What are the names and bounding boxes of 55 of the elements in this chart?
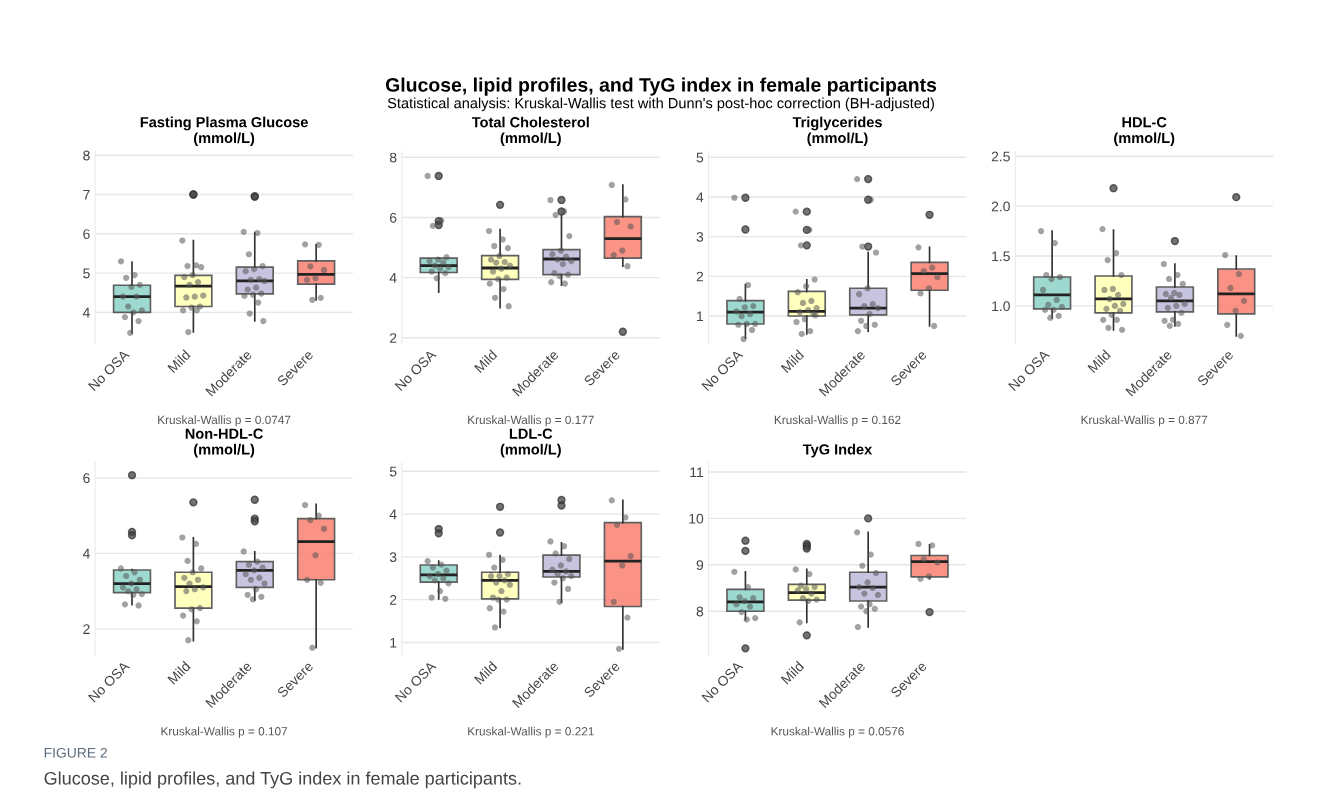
y-tick-label: 8 <box>83 150 90 161</box>
text: Glucose, lipid profiles, and TyG index in female participants <box>385 77 937 96</box>
y-tick-label: 10 <box>689 513 704 524</box>
y-tick-label: 2 <box>390 333 397 343</box>
x-tick-label: No OSA <box>701 660 744 703</box>
y-tick-label: 4 <box>696 192 704 202</box>
x-tick-label: No OSA <box>87 660 131 703</box>
chart-title: HDL-C (mmol/L) <box>1114 117 1175 146</box>
y-tick-label: 3 <box>389 552 397 563</box>
x-tick-label: No OSA <box>1008 348 1051 392</box>
y-tick-label: 9 <box>696 560 704 570</box>
text: Glucose, lipid profiles, and TyG index in female participants. <box>44 771 521 789</box>
text: Kruskal-Wallis p = 0.0747 <box>158 415 291 427</box>
y-tick-label: 4 <box>389 273 397 283</box>
y-tick-label: 7 <box>83 189 90 200</box>
y-tick-label: 4 <box>82 548 90 559</box>
y-tick-label: 11 <box>690 467 704 478</box>
y-tick-label: 2.5 <box>991 151 1010 162</box>
y-tick-label: 2.0 <box>991 201 1010 212</box>
y-tick-label: 4 <box>82 307 90 318</box>
x-tick-label: No OSA <box>394 348 437 392</box>
y-tick-label: 5 <box>389 466 397 477</box>
text: Kruskal-Wallis p = 0.877 <box>1081 415 1208 427</box>
chart-title: Fasting Plasma Glucose (mmol/L) <box>140 116 308 146</box>
chart-title: Total Cholesterol (mmol/L) <box>471 116 589 146</box>
y-tick-label: 8 <box>696 606 704 617</box>
x-tick-label: No OSA <box>394 660 437 703</box>
x-tick-label: No OSA <box>87 348 131 392</box>
y-tick-label: 2 <box>696 271 704 282</box>
y-tick-label: 6 <box>83 473 90 484</box>
y-tick-label: 1 <box>697 311 704 322</box>
text: Kruskal-Wallis p = 0.162 <box>774 415 901 427</box>
y-tick-label: 1.0 <box>992 301 1010 312</box>
chart-title: Non-HDL-C (mmol/L) <box>185 428 263 458</box>
y-tick-label: 3 <box>696 231 704 242</box>
y-tick-label: 5 <box>83 268 90 279</box>
y-tick-label: 1.5 <box>992 251 1010 262</box>
text: Kruskal-Wallis p = 0.0576 <box>771 726 904 738</box>
text: Kruskal-Wallis p = 0.221 <box>468 726 594 738</box>
y-tick-label: 5 <box>696 152 704 163</box>
text: Kruskal-Wallis p = 0.107 <box>161 726 288 738</box>
x-tick-label: No OSA <box>701 348 744 392</box>
caption: FIGURE 2 <box>44 747 107 758</box>
text: Kruskal-Wallis p = 0.177 <box>468 415 594 427</box>
chart-title: Triglycerides (mmol/L) <box>792 116 882 146</box>
y-tick-label: 6 <box>83 229 90 239</box>
chart-title: TyG Index <box>802 443 873 458</box>
text: Statistical analysis: Kruskal-Wallis test with Dunn's post-hoc correction (BH-adjusted) <box>387 97 934 112</box>
y-tick-label: 4 <box>389 509 397 520</box>
y-tick-label: 2 <box>390 595 397 605</box>
chart-title: LDL-C (mmol/L) <box>500 428 561 458</box>
y-tick-label: 8 <box>389 152 397 163</box>
y-tick-label: 2 <box>83 624 90 634</box>
y-tick-label: 1 <box>390 637 397 648</box>
y-tick-label: 6 <box>390 212 397 223</box>
